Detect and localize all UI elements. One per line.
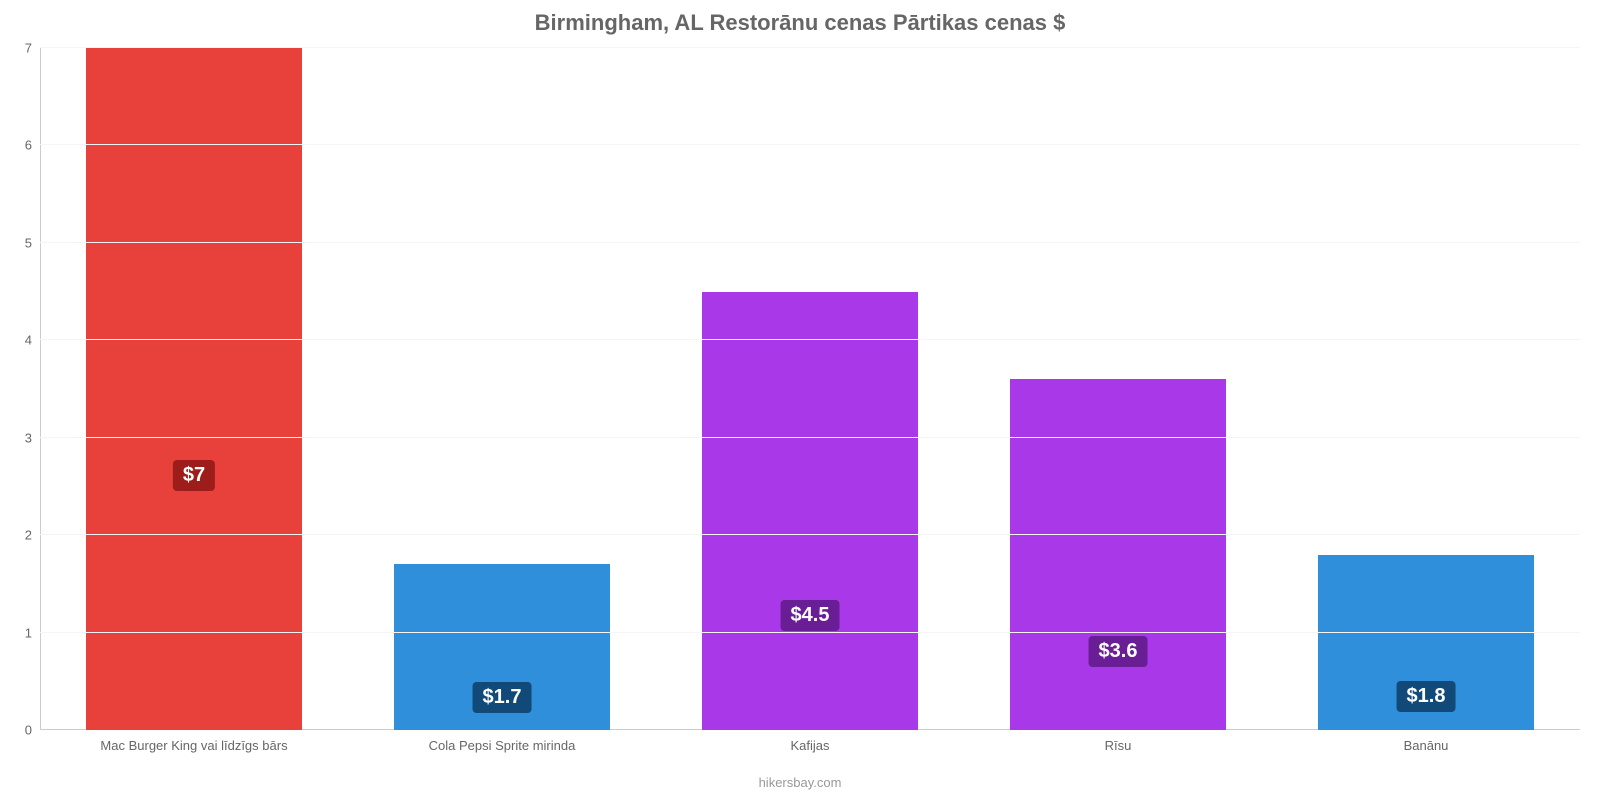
bar: $3.6	[1010, 379, 1226, 730]
grid-line	[40, 144, 1580, 145]
y-tick-label: 6	[25, 138, 40, 153]
chart-credit: hikersbay.com	[0, 775, 1600, 790]
bar: $1.8	[1318, 555, 1534, 730]
chart-title: Birmingham, AL Restorānu cenas Pārtikas …	[0, 0, 1600, 36]
grid-line	[40, 47, 1580, 48]
y-tick-label: 5	[25, 235, 40, 250]
bar-value-label: $1.7	[473, 682, 532, 713]
grid-line	[40, 339, 1580, 340]
y-tick-label: 3	[25, 430, 40, 445]
x-tick-label: Cola Pepsi Sprite mirinda	[429, 730, 576, 753]
y-tick-label: 1	[25, 625, 40, 640]
y-tick-label: 7	[25, 41, 40, 56]
bar: $4.5	[702, 292, 918, 730]
bar-value-label: $1.8	[1397, 681, 1456, 712]
bar-value-label: $7	[173, 460, 215, 491]
price-bar-chart: Birmingham, AL Restorānu cenas Pārtikas …	[0, 0, 1600, 800]
bar: $1.7	[394, 564, 610, 730]
plot-area: $7$1.7$4.5$3.6$1.8 01234567Mac Burger Ki…	[40, 48, 1580, 730]
grid-line	[40, 632, 1580, 633]
y-tick-label: 0	[25, 723, 40, 738]
x-tick-label: Mac Burger King vai līdzīgs bārs	[100, 730, 287, 753]
bar: $7	[86, 48, 302, 730]
x-tick-label: Banānu	[1404, 730, 1449, 753]
bar-value-label: $4.5	[781, 600, 840, 631]
grid-line	[40, 437, 1580, 438]
x-tick-label: Rīsu	[1105, 730, 1132, 753]
grid-line	[40, 242, 1580, 243]
x-tick-label: Kafijas	[790, 730, 829, 753]
y-tick-label: 4	[25, 333, 40, 348]
bars-container: $7 $1.7 $4.5 $3.6 $1.8	[40, 48, 1580, 730]
y-tick-label: 2	[25, 528, 40, 543]
bar-value-label: $3.6	[1089, 636, 1148, 667]
grid-line	[40, 534, 1580, 535]
